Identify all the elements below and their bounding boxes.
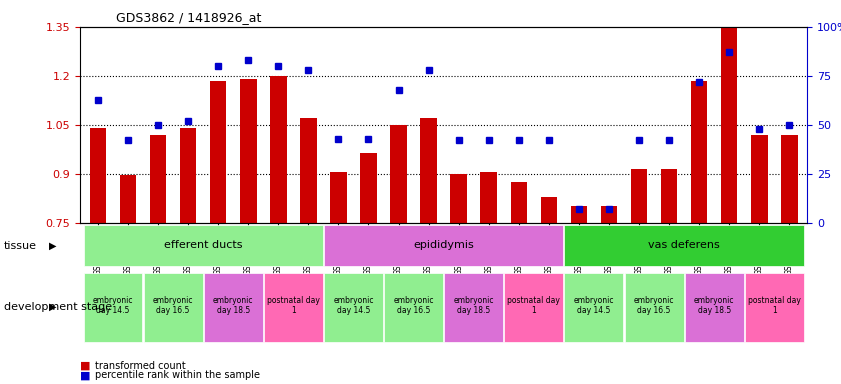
Bar — [661, 169, 677, 223]
Text: ■: ■ — [80, 370, 90, 380]
Bar — [631, 169, 648, 223]
Text: GDS3862 / 1418926_at: GDS3862 / 1418926_at — [116, 11, 262, 24]
FancyBboxPatch shape — [505, 273, 563, 342]
Text: vas deferens: vas deferens — [648, 240, 720, 250]
FancyBboxPatch shape — [685, 273, 743, 342]
Bar — [300, 118, 316, 223]
FancyBboxPatch shape — [204, 273, 262, 342]
Text: embryonic
day 14.5: embryonic day 14.5 — [574, 296, 614, 315]
Bar — [751, 135, 768, 223]
Bar — [270, 76, 287, 223]
Bar — [510, 182, 527, 223]
Text: embryonic
day 16.5: embryonic day 16.5 — [634, 296, 674, 315]
Bar — [781, 135, 797, 223]
Bar — [420, 118, 436, 223]
Text: embryonic
day 14.5: embryonic day 14.5 — [93, 296, 133, 315]
FancyBboxPatch shape — [444, 273, 503, 342]
Text: ▶: ▶ — [49, 241, 56, 251]
Text: embryonic
day 16.5: embryonic day 16.5 — [394, 296, 434, 315]
Bar — [210, 81, 226, 223]
Text: tissue: tissue — [4, 241, 37, 251]
Text: postnatal day
1: postnatal day 1 — [748, 296, 801, 315]
Bar — [90, 128, 106, 223]
Text: embryonic
day 14.5: embryonic day 14.5 — [333, 296, 373, 315]
FancyBboxPatch shape — [745, 273, 804, 342]
Bar — [571, 207, 587, 223]
Text: embryonic
day 18.5: embryonic day 18.5 — [213, 296, 253, 315]
Bar — [331, 172, 346, 223]
Text: epididymis: epididymis — [413, 240, 474, 250]
FancyBboxPatch shape — [83, 273, 142, 342]
Text: transformed count: transformed count — [95, 361, 186, 371]
Text: percentile rank within the sample: percentile rank within the sample — [95, 370, 260, 380]
Bar — [541, 197, 557, 223]
Text: ■: ■ — [80, 361, 90, 371]
Bar — [240, 79, 257, 223]
Text: embryonic
day 18.5: embryonic day 18.5 — [694, 296, 734, 315]
FancyBboxPatch shape — [324, 273, 383, 342]
FancyBboxPatch shape — [83, 225, 323, 266]
Text: postnatal day
1: postnatal day 1 — [267, 296, 320, 315]
Text: efferent ducts: efferent ducts — [164, 240, 242, 250]
FancyBboxPatch shape — [264, 273, 323, 342]
Text: embryonic
day 18.5: embryonic day 18.5 — [453, 296, 494, 315]
Bar — [390, 125, 407, 223]
Bar — [119, 175, 136, 223]
Bar — [180, 128, 197, 223]
Bar — [360, 152, 377, 223]
FancyBboxPatch shape — [384, 273, 443, 342]
FancyBboxPatch shape — [564, 273, 623, 342]
FancyBboxPatch shape — [564, 225, 804, 266]
Text: development stage: development stage — [4, 302, 113, 312]
Bar — [150, 135, 167, 223]
FancyBboxPatch shape — [144, 273, 203, 342]
FancyBboxPatch shape — [324, 225, 563, 266]
Bar — [480, 172, 497, 223]
Text: embryonic
day 16.5: embryonic day 16.5 — [153, 296, 193, 315]
Text: postnatal day
1: postnatal day 1 — [507, 296, 560, 315]
Bar — [600, 207, 617, 223]
Bar — [721, 27, 738, 223]
FancyBboxPatch shape — [625, 273, 684, 342]
Text: ▶: ▶ — [49, 302, 56, 312]
Bar — [451, 174, 467, 223]
Bar — [690, 81, 707, 223]
